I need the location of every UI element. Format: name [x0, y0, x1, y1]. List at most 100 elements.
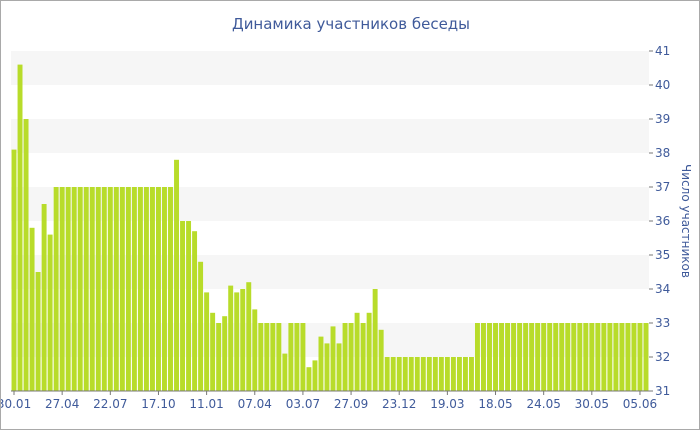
bar	[192, 231, 198, 391]
x-tick-label: 22.07	[93, 397, 127, 411]
bar	[204, 292, 210, 391]
bar	[426, 357, 432, 391]
bar	[168, 187, 173, 391]
bar	[324, 343, 330, 391]
bar	[131, 187, 137, 391]
y-tick-label: 33	[655, 316, 670, 330]
y-tick-label: 40	[655, 78, 670, 92]
bar	[216, 323, 222, 391]
y-tick-label: 35	[655, 248, 670, 262]
bar	[318, 336, 324, 391]
bar	[270, 323, 276, 391]
bar	[312, 360, 318, 391]
y-tick-label: 41	[655, 44, 670, 58]
bar	[155, 187, 161, 391]
bar	[198, 261, 204, 391]
bar	[101, 187, 107, 391]
grid-band	[11, 119, 649, 153]
bar	[240, 289, 246, 391]
bar	[83, 187, 89, 391]
grid-band	[11, 51, 649, 85]
bar	[264, 323, 270, 391]
bar	[336, 343, 342, 391]
bar	[59, 187, 65, 391]
x-tick-label: 19.03	[430, 397, 464, 411]
bar	[47, 234, 53, 391]
bar	[149, 187, 155, 391]
bar	[601, 323, 607, 391]
bar	[210, 312, 216, 391]
bar	[468, 357, 474, 391]
bar	[300, 323, 306, 391]
bar	[53, 187, 59, 391]
bar	[276, 323, 282, 391]
bar	[95, 187, 101, 391]
bar	[396, 357, 402, 391]
y-tick-label: 36	[655, 214, 670, 228]
bar-series	[11, 64, 649, 391]
bar	[577, 323, 583, 391]
bar	[420, 357, 426, 391]
bar	[637, 323, 643, 391]
bar	[174, 159, 179, 391]
bar	[456, 357, 462, 391]
x-tick-label: 17.10	[141, 397, 175, 411]
bar	[11, 149, 17, 391]
bar	[258, 323, 264, 391]
bar	[294, 323, 300, 391]
bar	[342, 323, 348, 391]
bar	[234, 292, 240, 391]
bar	[360, 323, 366, 391]
bar	[137, 187, 143, 391]
bar	[71, 187, 77, 391]
bar	[77, 187, 83, 391]
y-tick-label: 34	[655, 282, 670, 296]
bar	[384, 357, 390, 391]
bar	[354, 312, 360, 391]
bar	[535, 323, 541, 391]
bar	[625, 323, 631, 391]
bar	[481, 323, 486, 391]
bar	[583, 323, 589, 391]
bar	[553, 323, 559, 391]
bar	[330, 326, 336, 391]
bar	[613, 323, 619, 391]
bar	[432, 357, 438, 391]
bar	[408, 357, 414, 391]
bar	[228, 285, 234, 391]
bar	[282, 353, 288, 391]
bar	[246, 282, 252, 391]
bar	[589, 323, 595, 391]
bar	[474, 323, 480, 391]
bar	[571, 323, 577, 391]
bar	[499, 323, 505, 391]
x-tick-label: 03.07	[286, 397, 320, 411]
bar	[372, 289, 378, 391]
bar	[607, 323, 613, 391]
bar	[595, 323, 601, 391]
x-tick-label: 07.04	[238, 397, 272, 411]
bar	[414, 357, 420, 391]
bar	[252, 309, 258, 391]
bar	[41, 204, 47, 391]
bar	[517, 323, 523, 391]
bar	[511, 323, 517, 391]
x-tick-label: 27.04	[45, 397, 79, 411]
bar	[306, 367, 312, 391]
bar	[65, 187, 71, 391]
bar	[119, 187, 125, 391]
bar	[523, 323, 529, 391]
bar	[222, 316, 228, 391]
bar	[186, 221, 192, 391]
bar	[180, 221, 186, 391]
x-tick-label: 18.05	[478, 397, 512, 411]
bar	[113, 187, 119, 391]
y-tick-label: 37	[655, 180, 670, 194]
y-tick-label: 38	[655, 146, 670, 160]
bar	[23, 119, 29, 391]
bar	[462, 357, 468, 391]
bar	[547, 323, 553, 391]
bar	[107, 187, 113, 391]
